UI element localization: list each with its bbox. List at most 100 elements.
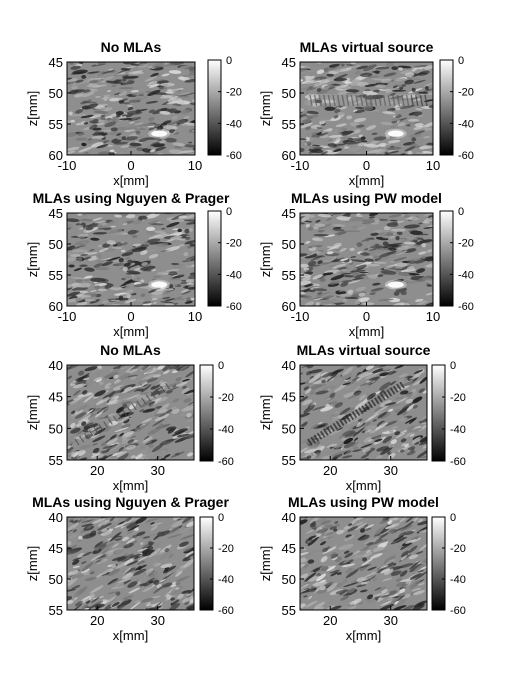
colorbar-tick-label: 0 xyxy=(226,206,232,218)
colorbar-tick-label: 0 xyxy=(450,512,456,524)
y-tick-label: 60 xyxy=(282,299,296,314)
y-tick-label: 55 xyxy=(49,268,63,283)
x-tick-label: 30 xyxy=(150,463,164,478)
x-tick-label: -10 xyxy=(291,158,310,173)
colorbar-tick-label: -60 xyxy=(218,456,234,468)
colorbar-tick-label: 0 xyxy=(218,512,224,524)
x-tick-label: 30 xyxy=(383,613,397,628)
x-tick-label: 20 xyxy=(323,463,337,478)
x-tick-label: 20 xyxy=(90,613,104,628)
y-tick-label: 55 xyxy=(49,603,63,618)
x-tick-label: 30 xyxy=(150,613,164,628)
colorbar-tick-label: -20 xyxy=(218,543,234,555)
x-axis-label: x[mm] xyxy=(113,173,148,188)
y-axis-label: z[mm] xyxy=(258,546,273,581)
colorbar-tick-label: -20 xyxy=(450,392,466,404)
chart-title: MLAs virtual source xyxy=(300,39,434,55)
y-tick-label: 60 xyxy=(49,148,63,163)
y-tick-label: 55 xyxy=(282,117,296,132)
colorbar-tick-label: -40 xyxy=(450,424,466,436)
y-tick-label: 45 xyxy=(49,541,63,556)
colorbar-tick-label: 0 xyxy=(458,206,464,218)
x-tick-label: 10 xyxy=(426,158,440,173)
chart-title: No MLAs xyxy=(101,39,162,55)
x-axis-label: x[mm] xyxy=(113,478,148,493)
chart-title: MLAs using Nguyen & Prager xyxy=(32,494,229,510)
colorbar xyxy=(199,516,214,611)
y-tick-label: 50 xyxy=(49,421,63,436)
colorbar-tick-label: -60 xyxy=(458,301,474,313)
colorbar-tick-label: -20 xyxy=(458,238,474,250)
chart-title: MLAs using Nguyen & Prager xyxy=(33,190,230,206)
y-tick-label: 50 xyxy=(49,237,63,252)
colorbar-tick-label: -20 xyxy=(218,392,234,404)
x-tick-label: -10 xyxy=(291,309,310,324)
y-tick-label: 50 xyxy=(49,86,63,101)
colorbar xyxy=(431,364,446,462)
colorbar-tick-label: 0 xyxy=(458,55,464,67)
colorbar-tick-label: -40 xyxy=(458,269,474,281)
colorbar-tick-label: -60 xyxy=(458,150,474,162)
colorbar xyxy=(439,59,454,156)
y-tick-label: 45 xyxy=(282,390,296,405)
x-tick-label: 0 xyxy=(127,158,134,173)
speckle-image xyxy=(300,365,427,460)
x-axis-label: x[mm] xyxy=(349,173,384,188)
y-tick-label: 60 xyxy=(49,299,63,314)
y-tick-label: 55 xyxy=(282,268,296,283)
x-axis-label: x[mm] xyxy=(113,324,148,339)
colorbar-tick-label: -20 xyxy=(450,543,466,555)
y-tick-label: 55 xyxy=(49,453,63,468)
panel-2: MLAs virtual source -10 0 10 45 50 55 60 x[mm] z[… xyxy=(258,39,474,188)
y-tick-label: 60 xyxy=(282,148,296,163)
y-axis-label: z[mm] xyxy=(25,395,40,430)
colorbar-tick-label: -40 xyxy=(226,269,242,281)
y-tick-label: 55 xyxy=(282,453,296,468)
colorbar-tick-label: -20 xyxy=(458,87,474,99)
y-tick-label: 45 xyxy=(49,206,63,221)
colorbar-tick-label: -60 xyxy=(226,301,242,313)
colorbar xyxy=(431,516,446,611)
x-tick-label: 20 xyxy=(323,613,337,628)
x-axis-label: x[mm] xyxy=(346,478,381,493)
y-tick-label: 40 xyxy=(49,510,63,525)
y-tick-label: 40 xyxy=(282,510,296,525)
chart-title: MLAs using PW model xyxy=(291,190,442,206)
colorbar-tick-label: -20 xyxy=(226,238,242,250)
x-tick-label: 20 xyxy=(90,463,104,478)
speckle-image xyxy=(300,62,433,155)
colorbar xyxy=(207,210,222,307)
colorbar-tick-label: 0 xyxy=(226,55,232,67)
y-axis-label: z[mm] xyxy=(258,91,273,126)
y-tick-label: 45 xyxy=(49,390,63,405)
colorbar-tick-label: -60 xyxy=(450,605,466,617)
y-axis-label: z[mm] xyxy=(25,91,40,126)
colorbar-tick-label: -40 xyxy=(218,574,234,586)
y-tick-label: 45 xyxy=(282,55,296,70)
panel-6: MLAs virtual source 20 30 40 45 50 55 x[mm] z[mm… xyxy=(258,342,466,493)
y-tick-label: 45 xyxy=(49,55,63,70)
colorbar-tick-label: -60 xyxy=(450,456,466,468)
y-axis-label: z[mm] xyxy=(25,546,40,581)
x-tick-label: 0 xyxy=(363,309,370,324)
speckle-image xyxy=(300,213,433,306)
y-axis-label: z[mm] xyxy=(25,242,40,277)
colorbar xyxy=(207,59,222,156)
y-tick-label: 40 xyxy=(49,358,63,373)
colorbar-tick-label: -40 xyxy=(226,118,242,130)
x-tick-label: 0 xyxy=(127,309,134,324)
y-tick-label: 50 xyxy=(282,86,296,101)
colorbar-tick-label: -60 xyxy=(226,150,242,162)
x-tick-label: 0 xyxy=(363,158,370,173)
y-tick-label: 45 xyxy=(282,206,296,221)
panel-4: MLAs using PW model -10 0 10 45 50 55 60 x[mm] z[… xyxy=(258,190,474,339)
panel-1: No MLAs -10 0 10 45 50 55 60 x[mm] z[mm] 0 -20 -40 -6… xyxy=(25,39,242,188)
x-tick-label: -10 xyxy=(58,158,77,173)
chart-title: No MLAs xyxy=(100,342,161,358)
speckle-image xyxy=(67,365,194,460)
chart-title: MLAs virtual source xyxy=(297,342,431,358)
x-tick-label: 10 xyxy=(188,158,202,173)
y-tick-label: 50 xyxy=(282,572,296,587)
colorbar-tick-label: -40 xyxy=(218,424,234,436)
